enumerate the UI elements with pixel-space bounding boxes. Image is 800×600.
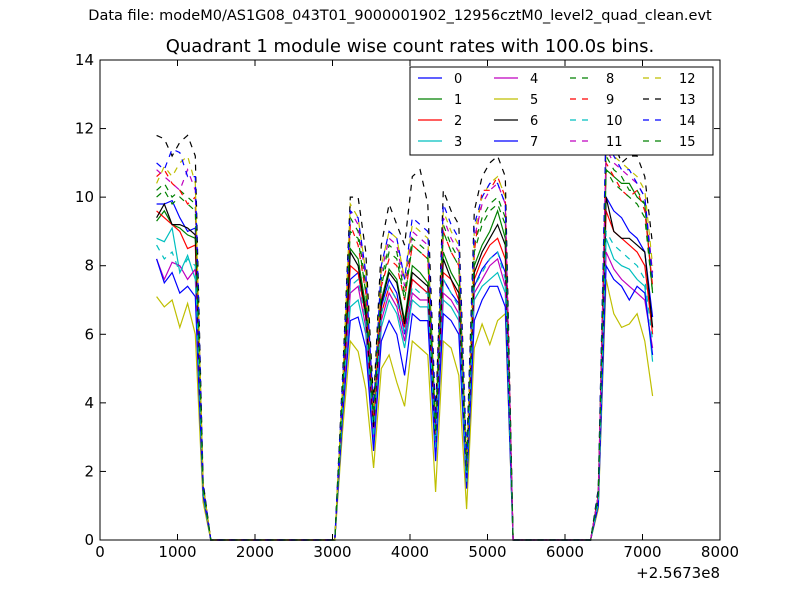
- series-14-line: [156, 121, 654, 541]
- x-tick-label: 0: [95, 543, 105, 561]
- legend-label-9: 9: [606, 93, 614, 108]
- y-tick-label: 2: [84, 462, 94, 480]
- legend-label-4: 4: [530, 72, 538, 87]
- x-tick-label: 1000: [158, 543, 196, 561]
- x-axis: 0 1000 2000 3000 4000 5000 6000 7000 8000: [95, 60, 739, 561]
- legend-label-15: 15: [679, 135, 696, 150]
- y-tick-label: 8: [84, 257, 94, 275]
- x-tick-label: 8000: [701, 543, 739, 561]
- series-9-line: [156, 160, 654, 541]
- series-3-line: [156, 226, 654, 541]
- legend-label-6: 6: [530, 114, 538, 129]
- series-4-line: [156, 251, 654, 541]
- legend-label-12: 12: [679, 72, 696, 87]
- y-tick-label: 0: [84, 531, 94, 549]
- legend-label-14: 14: [679, 114, 696, 129]
- legend-label-13: 13: [679, 93, 696, 108]
- x-tick-label: 4000: [391, 543, 429, 561]
- series-13-line: [156, 126, 654, 541]
- series-layer: [156, 121, 654, 541]
- legend-box: [409, 66, 714, 156]
- x-tick-label: 7000: [623, 543, 661, 561]
- chart-title: Quadrant 1 module wise count rates with …: [165, 36, 655, 57]
- x-tick-label: 3000: [313, 543, 351, 561]
- series-6-line: [156, 196, 654, 541]
- series-7-line: [156, 258, 654, 541]
- y-tick-label: 12: [75, 120, 94, 138]
- legend-label-3: 3: [454, 135, 462, 150]
- legend-label-7: 7: [530, 135, 538, 150]
- x-tick-label: 5000: [468, 543, 506, 561]
- legend-label-8: 8: [606, 72, 614, 87]
- series-0-line: [156, 194, 654, 541]
- y-tick-label: 6: [84, 325, 94, 343]
- legend-label-1: 1: [454, 93, 462, 108]
- series-15-line: [156, 167, 654, 541]
- legend-label-10: 10: [606, 114, 623, 129]
- y-tick-label: 10: [75, 188, 94, 206]
- legend-label-11: 11: [606, 135, 623, 150]
- figure-suptitle: Data file: modeM0/AS1G08_043T01_90000019…: [88, 8, 712, 24]
- x-offset-label: +2.5673e8: [636, 564, 720, 582]
- legend-label-5: 5: [530, 93, 538, 108]
- legend-label-0: 0: [454, 72, 462, 87]
- y-tick-label: 4: [84, 394, 94, 412]
- x-tick-label: 6000: [546, 543, 584, 561]
- legend-label-2: 2: [454, 114, 462, 129]
- y-tick-label: 14: [75, 51, 94, 69]
- x-tick-label: 2000: [236, 543, 274, 561]
- series-1-line: [156, 168, 654, 541]
